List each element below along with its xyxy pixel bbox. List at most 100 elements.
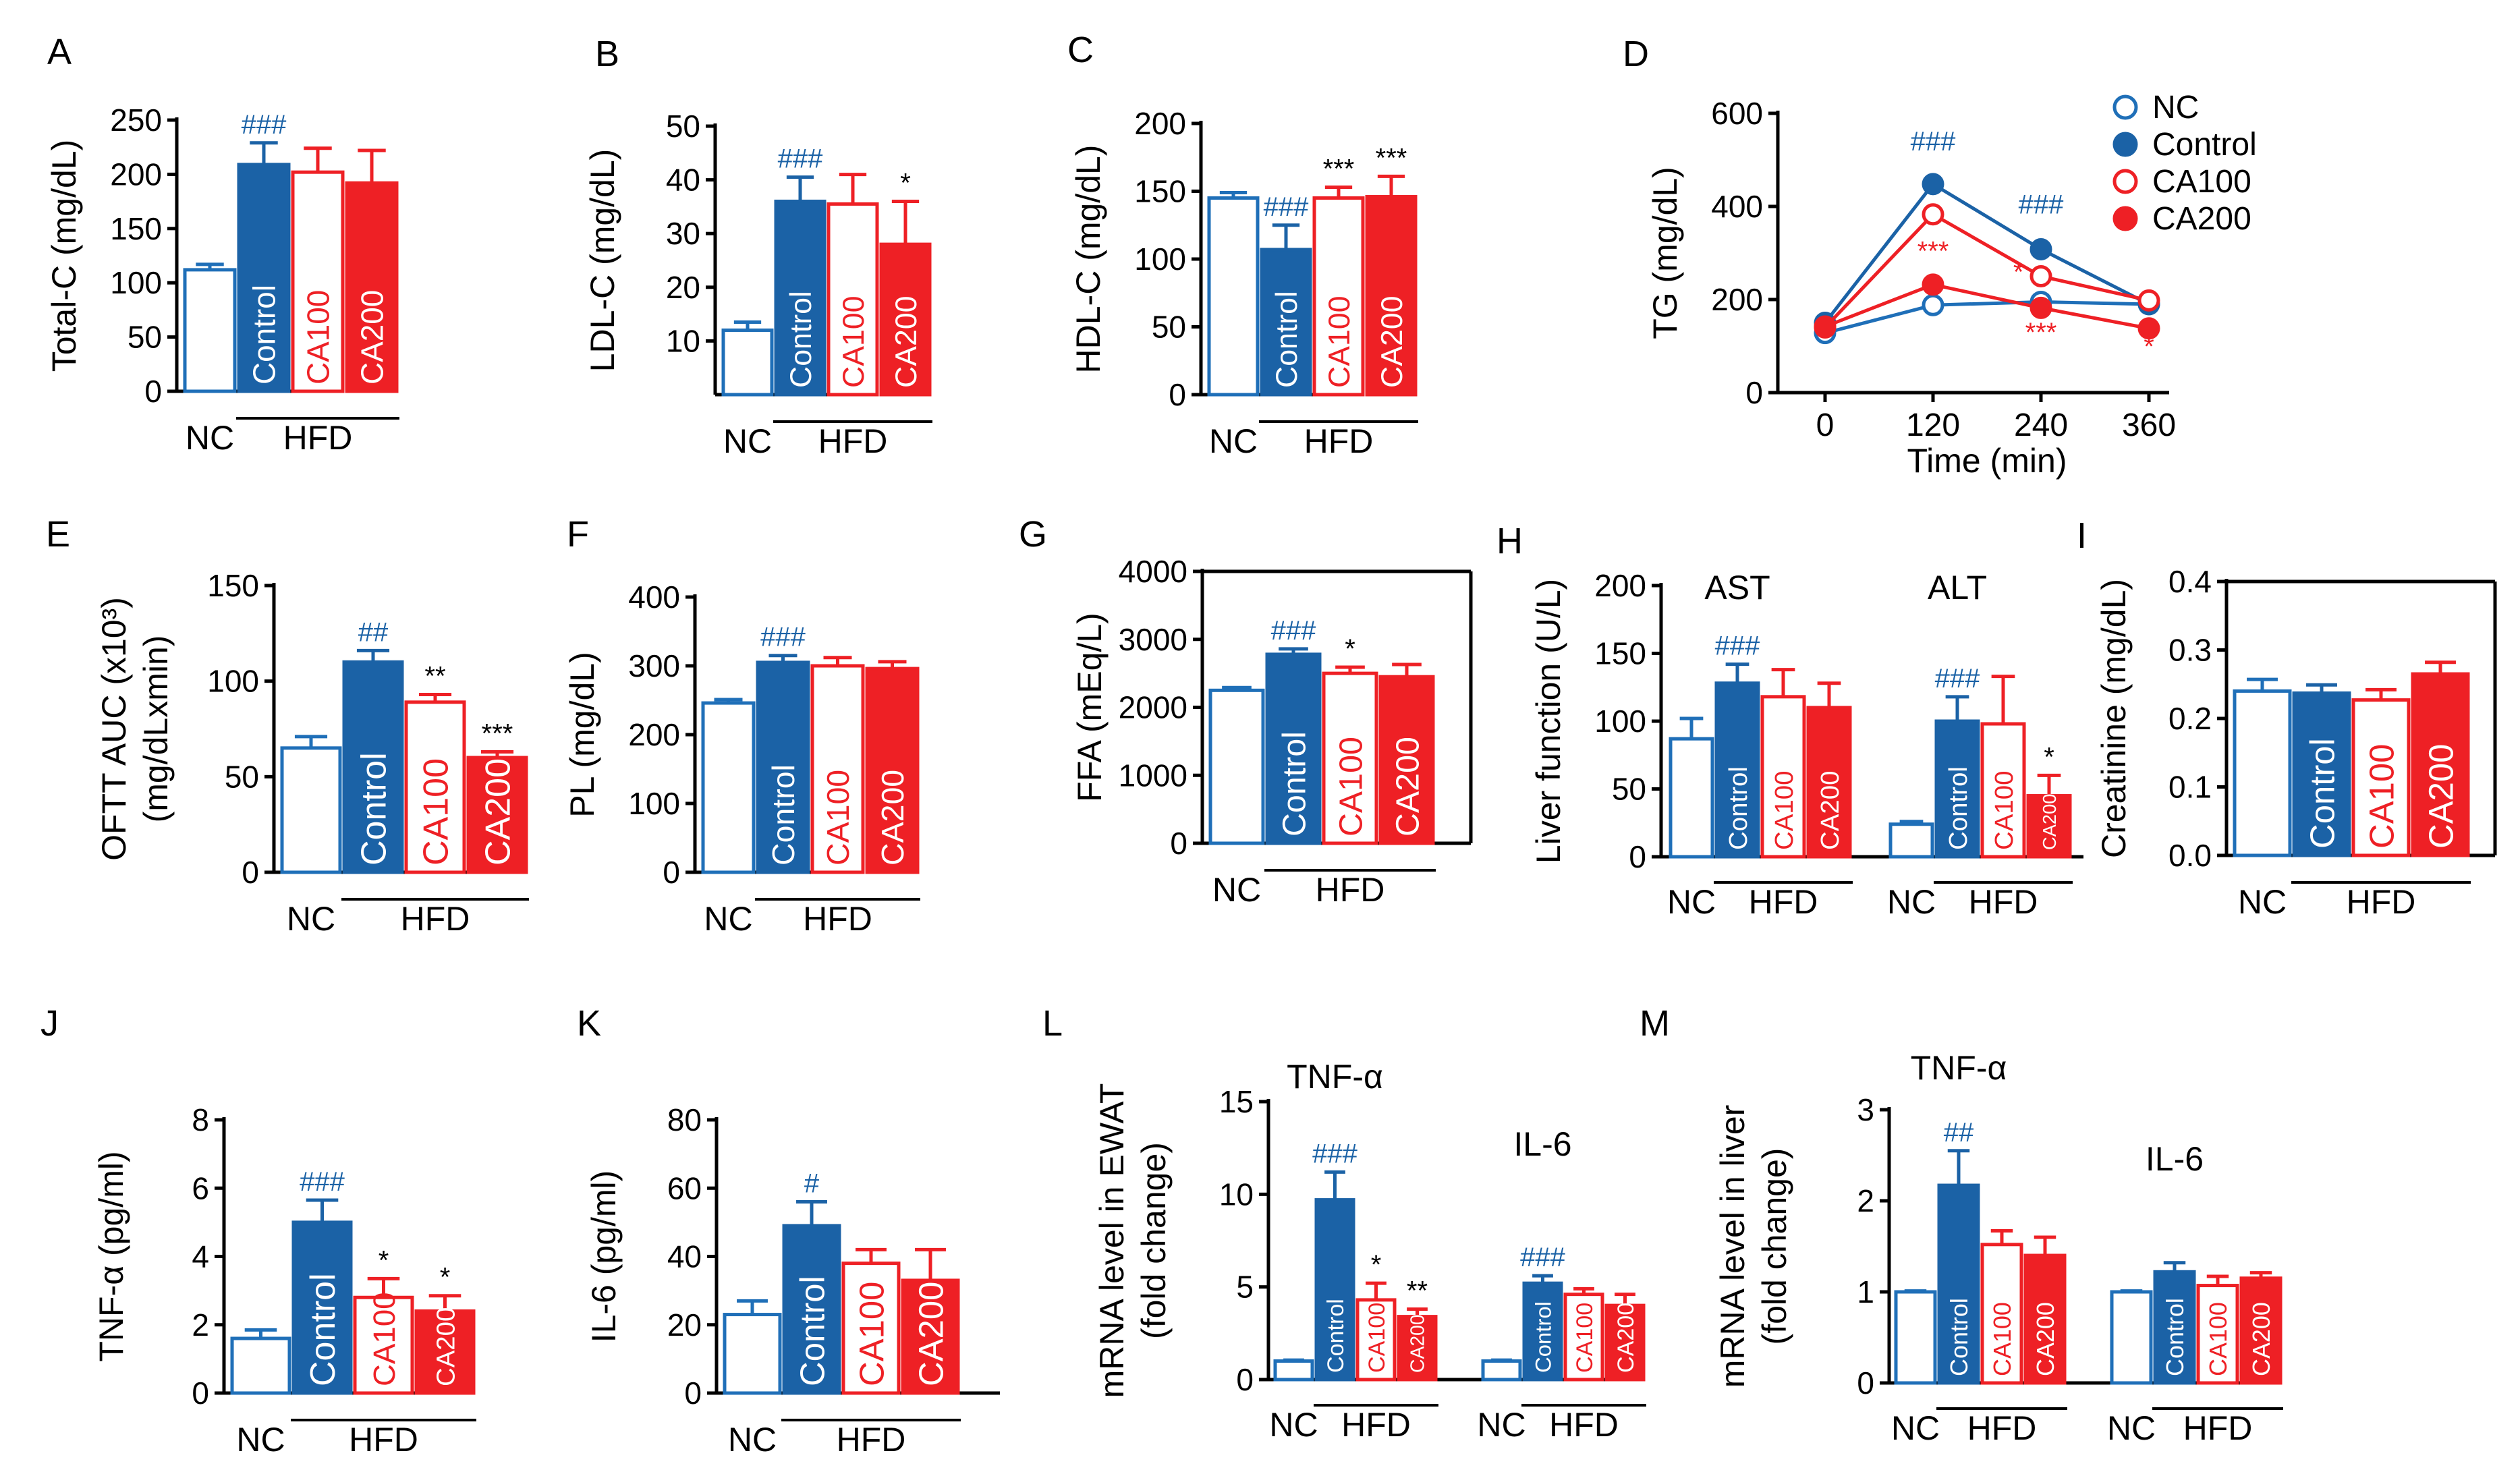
bar-ca100 [1980,722,2026,859]
bar-label-ca200: CA200 [875,770,910,866]
y-tick-label: 60 [667,1170,702,1206]
bar-nc [701,701,756,874]
bar-label-ca100: CA100 [1988,1302,2016,1376]
significance-mark: *** [482,719,513,749]
y-tick-label: 200 [1134,106,1186,141]
y-axis-title: HDL-C (mg/dL) [1069,145,1107,374]
y-tick-label: 100 [110,265,162,300]
significance-mark: ### [2019,190,2064,219]
group-label-hfd: HFD [803,900,872,938]
subgroup-title: AST [1704,569,1770,606]
panel-e: E 0 50 100 150 OFTT AUC (x10³) (mg/dLxmin) Cont… [46,514,529,938]
bar-label-ca200: CA200 [1816,771,1845,850]
group-label-nc: NC [704,900,752,938]
bar-label-ca200: CA200 [2039,794,2060,850]
bar-ca200 [879,242,932,397]
bar-label-ca200: CA200 [2247,1302,2275,1376]
panel-b: B 10 20 30 40 50 LDL-C (mg/dL) Control ### CA100 C… [584,34,932,460]
y-tick-label: 0 [144,374,162,409]
bar-label-ca200: CA200 [431,1307,460,1386]
y-tick-label: 200 [1594,568,1646,603]
panel-letter: I [2077,515,2087,556]
x-tick-label: 240 [2014,407,2068,443]
bar-label-control: Control [355,752,394,866]
panel-d: D 0 200 400 600 TG (mg/dL) 0 120 240 360 Time (min… [1623,34,2257,480]
y-tick-label: 100 [207,664,259,699]
bar-label-control: Control [785,291,818,388]
group-label-hfd: HFD [1749,883,1818,921]
legend-marker-nc [2112,94,2138,120]
y-tick-label: 2 [1857,1183,1874,1218]
panel-letter: D [1623,34,1649,74]
y-tick-label: 1 [1857,1274,1874,1309]
bar-ca200 [2411,672,2470,857]
data-point-ca200 [2137,317,2160,340]
significance-mark: *** [1323,154,1355,183]
y-tick-label: 4000 [1119,554,1187,589]
bar-label-ca100: CA100 [2204,1302,2232,1376]
y-tick-label: 6 [192,1170,209,1206]
bar-ca100 [810,664,865,874]
bar-label-control: Control [304,1273,343,1386]
bar-ca100 [2196,1284,2239,1385]
y-tick-label: 400 [1711,189,1763,224]
bar-control [1314,1198,1355,1382]
y-tick-label: 600 [1711,96,1763,131]
y-axis-title: mRNA level in liver [1714,1105,1752,1388]
y-tick-label: 40 [666,163,700,198]
bar-control [342,660,404,874]
legend-label-ca200: CA200 [2152,201,2251,237]
y-tick-label: 0.1 [2168,770,2212,805]
bar-label-ca200: CA200 [890,296,923,388]
bar-control [1937,1183,1980,1385]
bar-ca100 [1980,1243,2023,1385]
y-tick-label: 0.3 [2168,633,2212,668]
series-line-ca100 [1824,212,2150,329]
bar-label-control: Control [1276,731,1312,837]
group-label-nc: NC [186,419,234,457]
bar-ca200 [865,667,920,874]
series-line-control [1824,181,2150,324]
group-label-nc: NC [1887,883,1936,921]
subgroup-title: TNF-α [1287,1058,1383,1096]
bar-nc [230,1336,291,1395]
bar-ca100 [353,1295,414,1395]
bar-label-ca200: CA200 [1389,737,1426,837]
bar-label-ca100: CA100 [837,296,870,388]
significance-mark: * [2013,257,2024,287]
bar-nc [723,1313,782,1395]
y-tick-label: 200 [1711,282,1763,317]
y-tick-label: 0.2 [2168,701,2212,736]
bar-label-control: Control [1323,1299,1349,1373]
significance-mark: ### [1520,1243,1565,1272]
y-axis-title: TG (mg/dL) [1646,167,1684,339]
panel-k: K 0 20 40 60 80 IL-6 (pg/ml) Control # CA100 CA200… [577,1003,1000,1459]
series-line-nc [1824,300,2150,335]
bar-label-ca100: CA100 [1572,1303,1598,1373]
bar-ca200 [2026,794,2072,859]
subgroup-title: ALT [1928,569,1987,606]
bar-label-ca200: CA200 [355,290,390,385]
bar-label-ca100: CA100 [1323,296,1356,388]
panel-letter: K [577,1003,601,1044]
bar-control [782,1224,841,1395]
y-tick-label: 50 [1612,772,1646,807]
bar-ca200 [1365,195,1418,397]
group-label-hfd: HFD [2183,1409,2253,1447]
bar-label-control: Control [2303,738,2341,849]
significance-mark: ** [424,662,445,691]
y-tick-label: 0 [684,1376,702,1411]
y-tick-label: 50 [666,109,700,144]
bar-nc [1207,196,1260,397]
bar-ca100 [1563,1293,1604,1382]
y-tick-label: 50 [1152,310,1186,345]
group-label-nc: NC [1269,1406,1318,1444]
bar-label-control: Control [247,285,282,385]
panel-letter: F [567,514,589,555]
y-tick-label: 100 [1134,242,1186,277]
bar-label-ca100: CA100 [1770,771,1799,850]
bar-label-control: Control [1945,1298,1973,1376]
bar-label-control: Control [793,1276,831,1386]
y-tick-label: 0 [242,855,259,890]
x-tick-label: 360 [2122,407,2176,443]
